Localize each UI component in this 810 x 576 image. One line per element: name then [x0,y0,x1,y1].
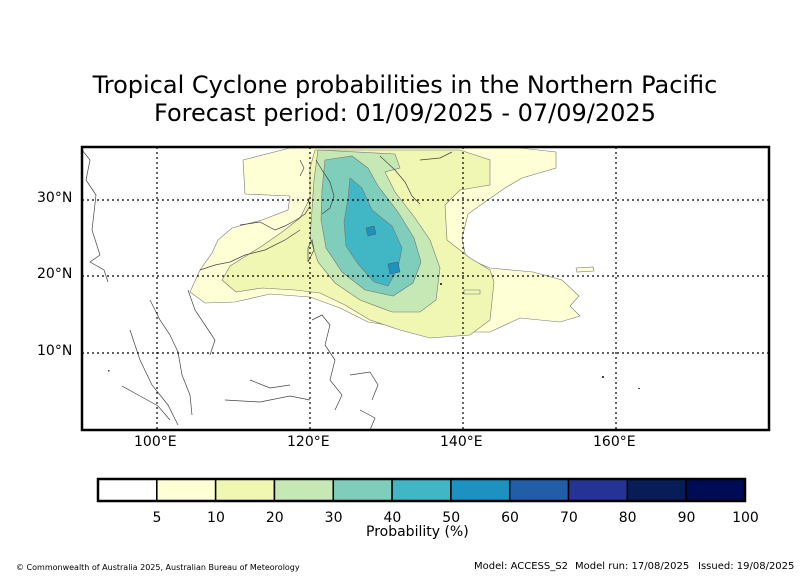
model-text: Model: ACCESS_S2 [474,561,568,572]
colorbar-tick-label: 50 [442,510,461,526]
model-run-text: Model run: 17/08/2025 [575,561,690,572]
small-islands [108,283,640,389]
lat-label-30n: 30°N [37,190,73,206]
lat-label-10n: 10°N [37,343,73,359]
contour-50pct [365,225,377,237]
title-line-1: Tropical Cyclone probabilities in the No… [92,71,718,99]
contour-5pct-island [575,266,595,273]
lon-label-160e: 160°E [593,434,636,450]
colorbar-label: Probability (%) [366,524,469,540]
lat-label-20n: 20°N [37,266,73,282]
colorbar-swatch [508,478,570,502]
colorbar-tick-label: 60 [501,510,519,526]
colorbar-swatch [97,478,158,502]
contour-10pct-island [463,289,481,295]
colorbar-swatch [332,478,393,502]
colorbar-swatch [214,478,276,502]
colorbar-swatch [391,478,452,502]
issued-text: Issued: 19/08/2025 [698,561,795,572]
colorbar-tick-label: 90 [677,510,696,526]
lon-label-100e: 100°E [134,434,177,450]
colorbar-tick-label: 100 [732,510,759,526]
colorbar-tick-label: 20 [265,510,284,526]
lon-label-140e: 140°E [440,434,483,450]
colorbar-swatch [273,478,335,502]
colorbar-swatch [626,478,687,502]
colorbar-tick-label: 80 [618,510,637,526]
colorbar [96,477,747,503]
map-frame [80,145,771,432]
colorbar-swatch [567,478,629,502]
contour-50pct [387,261,401,275]
graticule [82,147,769,430]
colorbar-tick-label: 5 [152,510,162,526]
colorbar-frame [96,477,747,503]
title-line-2: Forecast period: 01/09/2025 - 07/09/2025 [154,99,656,127]
colorbar-tick-label: 30 [324,510,343,526]
lon-label-120e: 120°E [287,434,330,450]
colorbar-swatch [685,478,746,502]
colorbar-swatch [450,478,511,502]
colorbar-tick-label: 10 [207,510,225,526]
coastlines [82,149,453,430]
colorbar-swatch [156,478,217,502]
copyright-text: © Commonwealth of Australia 2025, Austra… [16,563,300,572]
colorbar-tick-label: 70 [559,510,578,526]
colorbar-tick-label: 40 [383,510,402,526]
